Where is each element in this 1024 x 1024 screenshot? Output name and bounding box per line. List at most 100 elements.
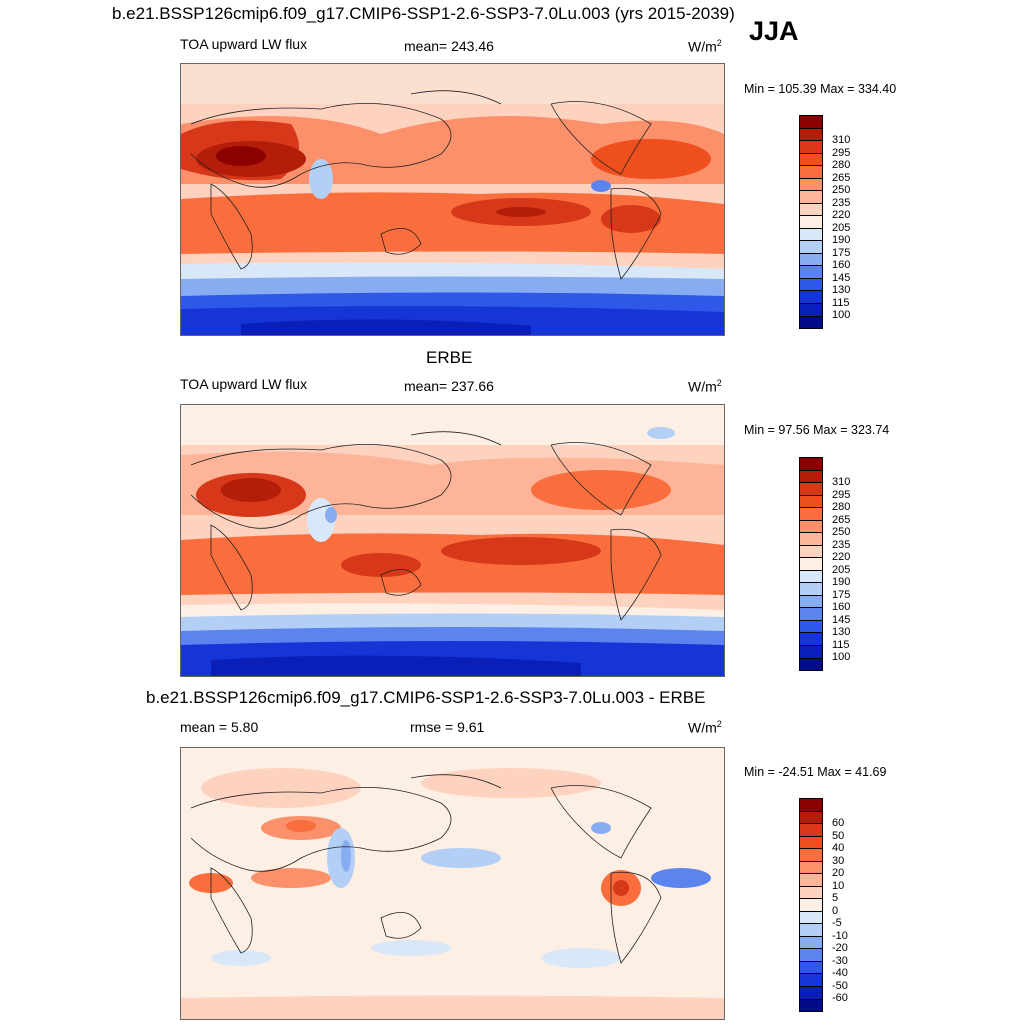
colorbar-tick-label: 190 <box>832 576 851 589</box>
colorbar-swatch <box>800 874 822 887</box>
mean-label: mean = 5.80 <box>180 719 259 735</box>
colorbar-swatch <box>800 266 822 279</box>
colorbar-tick-label: 175 <box>832 588 851 601</box>
colorbar-tick-label: -20 <box>832 942 848 955</box>
mean-label: mean= 243.46 <box>404 38 494 54</box>
colorbar-swatch <box>800 216 822 229</box>
colorbar-swatch <box>800 861 822 875</box>
colorbar-tick-label: 0 <box>832 904 839 917</box>
colorbar-swatch <box>800 608 822 621</box>
colorbar-tick-label: 40 <box>832 842 845 855</box>
colorbar-swatch <box>800 241 822 254</box>
minmax-label: Min = 105.39 Max = 334.40 <box>744 82 897 96</box>
colorbar-tick-label: 160 <box>832 259 851 272</box>
minmax-label: Min = 97.56 Max = 323.74 <box>744 423 890 437</box>
colorbar-swatch <box>800 886 822 900</box>
colorbar-swatch <box>800 508 822 521</box>
panel-subtitle: ERBE <box>426 348 473 367</box>
colorbar-swatch <box>800 799 822 812</box>
units-label: W/m2 <box>688 378 722 395</box>
colorbar-swatch <box>800 178 822 192</box>
colorbar-tick-label: 130 <box>832 626 851 639</box>
colorbar-tick-label: -60 <box>832 992 848 1005</box>
colorbar-tick-label: 160 <box>832 601 851 614</box>
colorbar-swatch <box>800 924 822 937</box>
contour-map <box>181 748 724 1019</box>
colorbar-swatch <box>800 899 822 912</box>
colorbar-tick-label: 310 <box>832 134 851 147</box>
colorbar-tick-label: 295 <box>832 146 851 159</box>
colorbar-swatch <box>800 520 822 534</box>
colorbar <box>799 457 823 671</box>
colorbar-swatch <box>800 620 822 634</box>
colorbar-tick-label: -30 <box>832 954 848 967</box>
colorbar-swatch <box>800 278 822 292</box>
colorbar-swatch <box>800 974 822 987</box>
colorbar-swatch <box>800 545 822 559</box>
colorbar-swatch <box>800 153 822 167</box>
colorbar-swatch <box>800 658 822 671</box>
variable-label: TOA upward LW flux <box>180 376 308 392</box>
map-plot <box>180 63 725 336</box>
colorbar-tick-label: 145 <box>832 613 851 626</box>
colorbar-swatch <box>800 911 822 925</box>
colorbar-swatch <box>800 253 822 267</box>
colorbar-swatch <box>800 570 822 584</box>
colorbar-swatch <box>800 116 822 129</box>
colorbar-swatch <box>800 291 822 304</box>
colorbar-swatch <box>800 811 822 825</box>
minmax-label: Min = -24.51 Max = 41.69 <box>744 765 887 779</box>
colorbar-swatch <box>800 645 822 659</box>
colorbar-swatch <box>800 533 822 546</box>
colorbar-tick-label: -5 <box>832 917 842 930</box>
colorbar-swatch <box>800 495 822 509</box>
colorbar-swatch <box>800 483 822 496</box>
colorbar-tick-label: 30 <box>832 854 845 867</box>
map-plot <box>180 404 725 677</box>
colorbar-tick-label: 130 <box>832 284 851 297</box>
colorbar-swatch <box>800 458 822 471</box>
colorbar-tick-label: 295 <box>832 488 851 501</box>
colorbar-swatch <box>800 836 822 850</box>
colorbar-tick-label: 115 <box>832 638 850 651</box>
colorbar-swatch <box>800 316 822 329</box>
colorbar-tick-label: 205 <box>832 221 851 234</box>
colorbar-tick-label: 250 <box>832 184 851 197</box>
colorbar-tick-label: 10 <box>832 879 845 892</box>
colorbar-tick-label: 175 <box>832 246 851 259</box>
colorbar-swatch <box>800 558 822 571</box>
colorbar-swatch <box>800 986 822 1000</box>
season-label: JJA <box>749 16 799 46</box>
colorbar-tick-label: 100 <box>832 651 851 664</box>
colorbar-tick-label: 220 <box>832 551 851 564</box>
colorbar-tick-label: 265 <box>832 513 851 526</box>
colorbar-swatch <box>800 583 822 596</box>
colorbar <box>799 115 823 329</box>
colorbar-tick-label: 50 <box>832 829 845 842</box>
colorbar-tick-label: -10 <box>832 929 848 942</box>
colorbar-tick-label: 205 <box>832 563 851 576</box>
colorbar <box>799 798 823 1012</box>
units-label: W/m2 <box>688 719 722 736</box>
colorbar-tick-label: 310 <box>832 476 851 489</box>
colorbar-tick-label: 115 <box>832 296 850 309</box>
rmse-label: rmse = 9.61 <box>410 719 485 735</box>
colorbar-swatch <box>800 128 822 142</box>
mean-label: mean= 237.66 <box>404 378 494 394</box>
colorbar-swatch <box>800 228 822 242</box>
colorbar-tick-label: 190 <box>832 234 851 247</box>
colorbar-tick-label: 100 <box>832 309 851 322</box>
figure-title: b.e21.BSSP126cmip6.f09_g17.CMIP6-SSP1-2.… <box>112 4 735 23</box>
colorbar-tick-label: 250 <box>832 526 851 539</box>
colorbar-swatch <box>800 949 822 962</box>
panel-subtitle: b.e21.BSSP126cmip6.f09_g17.CMIP6-SSP1-2.… <box>146 688 706 707</box>
contour-map <box>181 405 724 676</box>
colorbar-tick-label: 235 <box>832 538 851 551</box>
colorbar-swatch <box>800 999 822 1012</box>
colorbar-tick-label: 60 <box>832 817 845 830</box>
colorbar-swatch <box>800 633 822 646</box>
colorbar-swatch <box>800 961 822 975</box>
units-label: W/m2 <box>688 38 722 55</box>
colorbar-tick-label: -40 <box>832 967 848 980</box>
colorbar-swatch <box>800 936 822 950</box>
